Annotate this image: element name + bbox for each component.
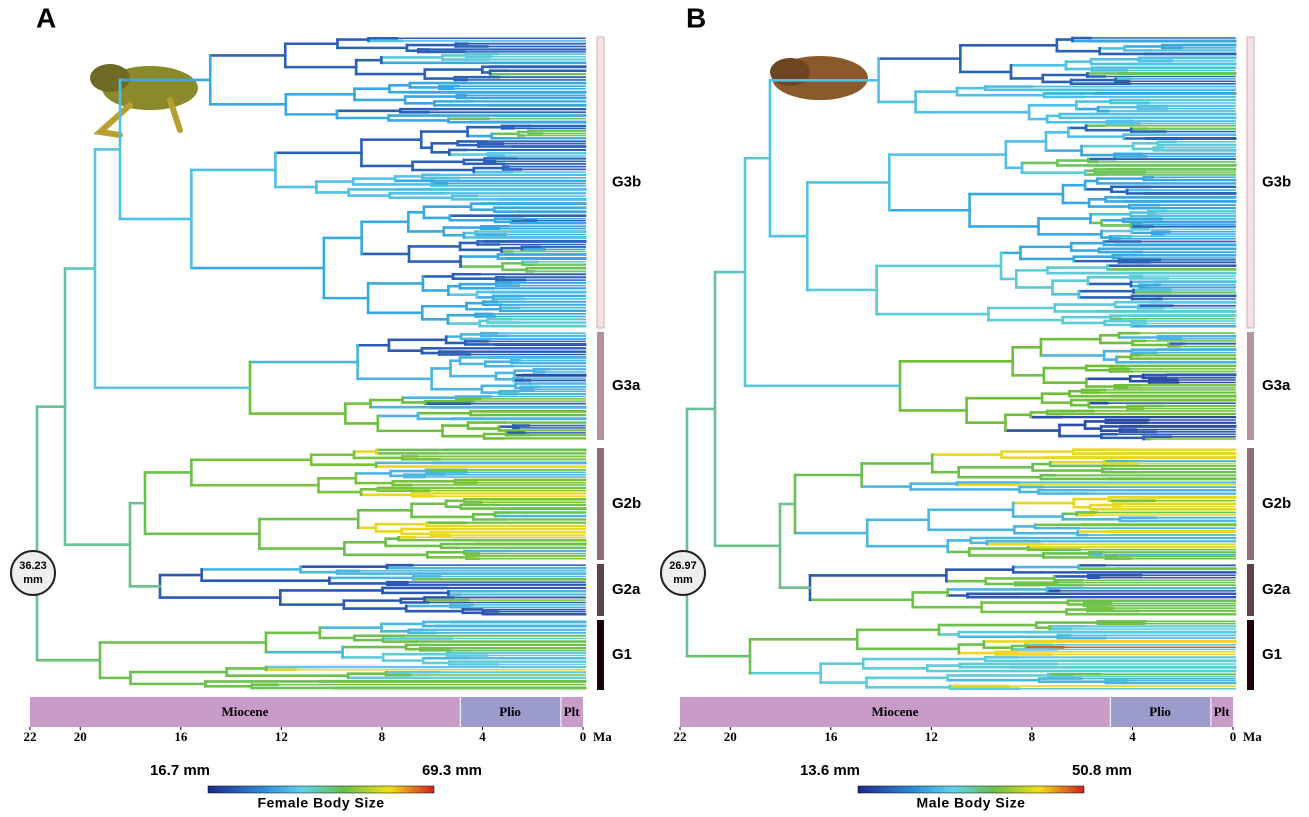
x-tick-label: 16 xyxy=(174,729,188,744)
x-tick-label: 8 xyxy=(1029,729,1036,744)
x-tick-label: 0 xyxy=(580,729,587,744)
root-node xyxy=(660,550,706,596)
frog-head xyxy=(90,64,130,92)
epoch-label: Plio xyxy=(499,704,521,719)
panel: A 36.23 mm G3b G3a G2b G2a G1 Miocene Plio Plt 22 20… xyxy=(10,2,641,811)
clade-label: G2a xyxy=(612,581,641,598)
panel-label: A xyxy=(36,2,56,33)
epoch-bar xyxy=(30,697,460,727)
clade-bar xyxy=(1247,332,1254,440)
clade-bar xyxy=(597,332,604,440)
scale-title: Male Body Size xyxy=(917,795,1026,811)
x-tick-label: 22 xyxy=(674,729,687,744)
clade-label: G3b xyxy=(612,173,641,190)
root-node xyxy=(10,550,56,596)
clade-bar xyxy=(597,448,604,560)
frog-photo xyxy=(90,64,198,138)
scale-min: 16.7 mm xyxy=(150,762,210,779)
clade-label: G2b xyxy=(612,495,641,512)
root-label: mm xyxy=(23,574,43,586)
root-label: 26.97 xyxy=(669,560,697,572)
x-tick-label: 4 xyxy=(479,729,486,744)
x-tick-label: 22 xyxy=(24,729,37,744)
frog-head xyxy=(770,58,810,86)
clade-bar xyxy=(596,36,605,329)
epoch-bar xyxy=(680,697,1110,727)
clade-bar xyxy=(1246,36,1255,329)
clade-label: G3a xyxy=(1262,377,1291,394)
epoch-label: Miocene xyxy=(221,704,268,719)
clade-bar xyxy=(597,620,604,690)
x-tick-label: 12 xyxy=(925,729,938,744)
epoch-label: Plt xyxy=(564,704,581,719)
epoch-bar xyxy=(1110,697,1211,727)
epoch-bar xyxy=(1211,697,1233,727)
color-scale xyxy=(857,785,1085,794)
clade-label: G1 xyxy=(1262,646,1282,663)
scale-max: 69.3 mm xyxy=(422,762,482,779)
tree xyxy=(35,36,587,690)
x-tick-label: 12 xyxy=(275,729,288,744)
x-tick-label: 8 xyxy=(379,729,386,744)
tree xyxy=(685,36,1237,690)
epoch-label: Plio xyxy=(1149,704,1171,719)
axis-unit: Ma xyxy=(1243,729,1262,744)
clade-bar xyxy=(1247,620,1254,690)
x-tick-label: 4 xyxy=(1129,729,1136,744)
clade-bar xyxy=(597,564,604,616)
axis-unit: Ma xyxy=(593,729,612,744)
clade-label: G3a xyxy=(612,377,641,394)
clade-label: G2b xyxy=(1262,495,1291,512)
clade-label: G2a xyxy=(1262,581,1291,598)
x-tick-label: 16 xyxy=(824,729,838,744)
panel-label: B xyxy=(686,2,706,33)
color-scale xyxy=(207,785,435,794)
clade-label: G1 xyxy=(612,646,632,663)
root-label: 36.23 xyxy=(19,560,47,572)
epoch-bar xyxy=(460,697,561,727)
clade-label: G3b xyxy=(1262,173,1291,190)
x-tick-label: 20 xyxy=(724,729,737,744)
epoch-label: Miocene xyxy=(871,704,918,719)
clade-bar xyxy=(1247,448,1254,560)
scale-title: Female Body Size xyxy=(257,795,384,811)
scale-max: 50.8 mm xyxy=(1072,762,1132,779)
epoch-bar xyxy=(561,697,583,727)
scale-min: 13.6 mm xyxy=(800,762,860,779)
epoch-label: Plt xyxy=(1214,704,1231,719)
clade-bar xyxy=(1247,564,1254,616)
root-label: mm xyxy=(673,574,693,586)
panel: B 26.97 mm G3b G3a G2b G2a G1 Miocene Plio Plt 22 20… xyxy=(660,2,1291,811)
x-tick-label: 0 xyxy=(1230,729,1237,744)
x-tick-label: 20 xyxy=(74,729,87,744)
